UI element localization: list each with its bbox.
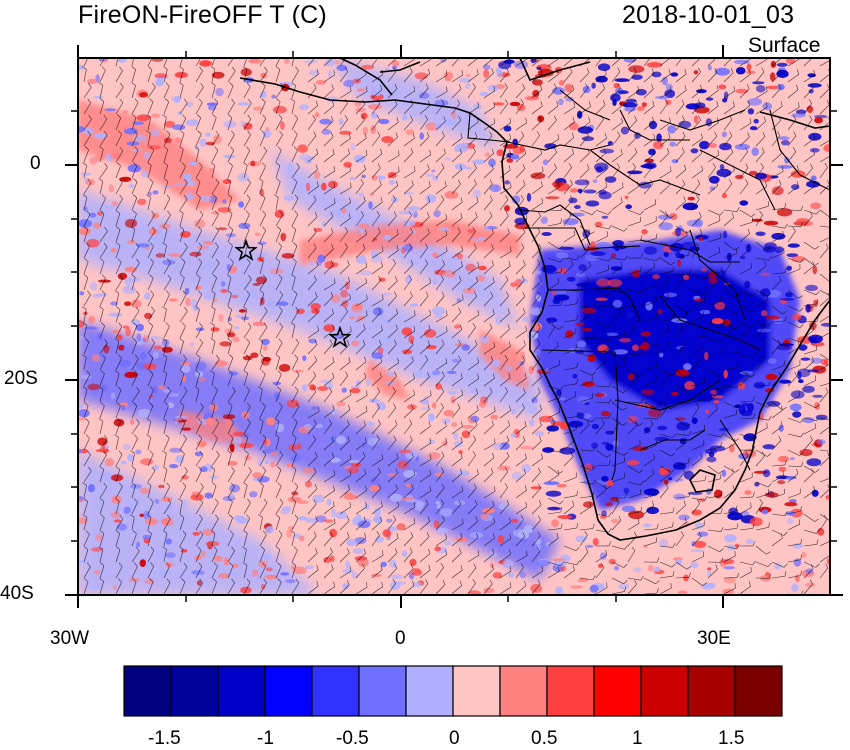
colorbar-swatch (217, 665, 266, 717)
map-title: FireON-FireOFF T (C) (78, 1, 327, 29)
colorbar-label-1.5: 1.5 (718, 728, 745, 749)
colorbar-label-0.5: 0.5 (531, 728, 558, 749)
temperature-field (78, 58, 830, 595)
colorbar-label-neg1.5: -1.5 (148, 728, 181, 749)
colorbar-swatch (640, 665, 689, 717)
y-tick-label-0: 0 (30, 153, 41, 174)
axis-ticks (65, 45, 843, 608)
colorbar-label-1: 1 (632, 728, 643, 749)
colorbar-swatch (593, 665, 642, 717)
country-borders (467, 89, 830, 481)
colorbar-swatch (123, 665, 172, 717)
y-tick-label-20s: 20S (4, 368, 38, 389)
colorbar-swatch (358, 665, 407, 717)
coastlines (239, 58, 830, 541)
colorbar-label-0: 0 (449, 728, 460, 749)
x-tick-label-30e: 30E (697, 628, 731, 649)
colorbar-swatch (499, 665, 548, 717)
red-band (365, 360, 410, 400)
star-marker-1 (234, 238, 258, 262)
colorbar-label-neg0.5: -0.5 (336, 728, 369, 749)
colorbar (123, 665, 783, 717)
level-label: Surface (748, 34, 821, 57)
colorbar-swatch (311, 665, 360, 717)
ocean-blue-band (78, 320, 560, 580)
colorbar-swatch (687, 665, 736, 717)
red-band (300, 220, 520, 265)
minor-ticks (71, 51, 837, 602)
red-band (180, 410, 250, 445)
y-tick-label-40s: 40S (0, 583, 34, 604)
x-tick-label-0: 0 (395, 628, 406, 649)
colorbar-label-neg1: -1 (257, 728, 274, 749)
colorbar-swatch (170, 665, 219, 717)
colorbar-swatch (546, 665, 595, 717)
star-marker-2 (328, 325, 352, 349)
red-band (480, 330, 530, 390)
x-tick-label-30w: 30W (50, 628, 90, 649)
colorbar-swatch (405, 665, 454, 717)
colorbar-swatch (264, 665, 313, 717)
colorbar-swatch (452, 665, 501, 717)
valid-time: 2018-10-01_03 (622, 1, 795, 29)
ocean-blue-band (330, 58, 500, 150)
colorbar-swatch (734, 665, 783, 717)
